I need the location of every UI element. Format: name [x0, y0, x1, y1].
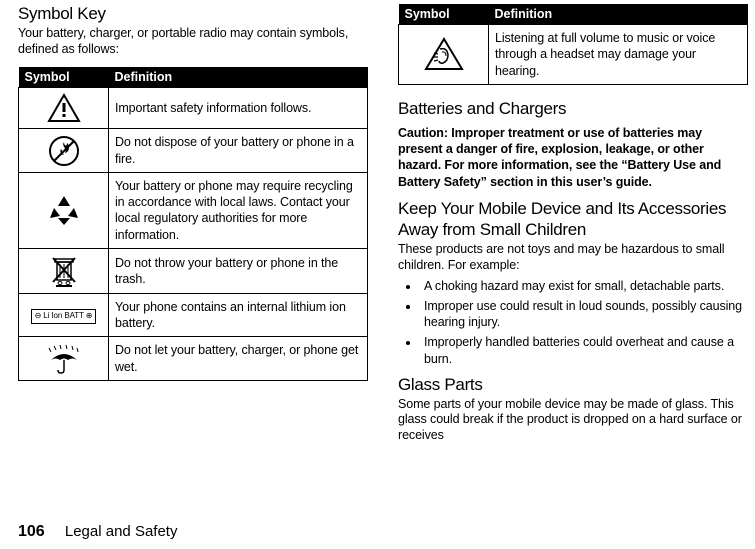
li-ion-batt-icon: ⊖ Li Ion BATT ⊕ — [31, 309, 97, 323]
page: Symbol Key Your battery, charger, or por… — [0, 0, 755, 454]
table-row: ⊖ Li Ion BATT ⊕ Your phone contains an i… — [19, 293, 368, 337]
left-column: Symbol Key Your battery, charger, or por… — [18, 4, 368, 454]
section-name: Legal and Safety — [65, 523, 178, 540]
glass-text: Some parts of your mobile device may be … — [398, 397, 748, 444]
table-row: Important safety information follows. — [19, 88, 368, 129]
symbol-cell — [19, 337, 109, 381]
no-fire-icon — [48, 135, 80, 167]
symbol-cell: ⊖ Li Ion BATT ⊕ — [19, 293, 109, 337]
warning-triangle-icon — [47, 93, 81, 123]
children-bullets: A choking hazard may exist for small, de… — [398, 278, 748, 367]
symbol-table-right: Symbol Definition Listening at full volu… — [398, 4, 748, 85]
col-definition: Definition — [489, 4, 748, 25]
umbrella-wet-icon — [47, 344, 81, 374]
definition-cell: Important safety information follows. — [109, 88, 368, 129]
symbol-cell — [19, 88, 109, 129]
table-row: Listening at full volume to music or voi… — [399, 25, 748, 85]
table-row: Your battery or phone may require recycl… — [19, 172, 368, 248]
ear-warning-icon — [424, 37, 464, 71]
table-row: Do not let your battery, charger, or pho… — [19, 337, 368, 381]
intro-text: Your battery, charger, or portable radio… — [18, 26, 368, 57]
definition-cell: Do not dispose of your battery or phone … — [109, 129, 368, 173]
children-intro: These products are not toys and may be h… — [398, 242, 748, 273]
page-footer: 106 Legal and Safety — [18, 523, 177, 541]
symbol-table-left: Symbol Definition Important safety infor… — [18, 67, 368, 381]
symbol-cell — [19, 129, 109, 173]
symbol-cell — [19, 248, 109, 293]
definition-cell: Do not let your battery, charger, or pho… — [109, 337, 368, 381]
list-item: Improper use could result in loud sounds… — [420, 298, 748, 331]
definition-cell: Listening at full volume to music or voi… — [489, 25, 748, 85]
table-header-row: Symbol Definition — [19, 67, 368, 88]
symbol-cell — [399, 25, 489, 85]
definition-cell: Your battery or phone may require recycl… — [109, 172, 368, 248]
recycle-icon — [47, 193, 81, 227]
table-row: Do not throw your battery or phone in th… — [19, 248, 368, 293]
heading-batteries: Batteries and Chargers — [398, 99, 748, 119]
page-number: 106 — [18, 523, 45, 540]
definition-cell: Your phone contains an internal lithium … — [109, 293, 368, 337]
table-header-row: Symbol Definition — [399, 4, 748, 25]
col-symbol: Symbol — [399, 4, 489, 25]
definition-cell: Do not throw your battery or phone in th… — [109, 248, 368, 293]
caution-text: Caution: Improper treatment or use of ba… — [398, 125, 748, 190]
symbol-cell — [19, 172, 109, 248]
col-definition: Definition — [109, 67, 368, 88]
list-item: Improperly handled batteries could overh… — [420, 334, 748, 367]
table-row: Do not dispose of your battery or phone … — [19, 129, 368, 173]
col-symbol: Symbol — [19, 67, 109, 88]
right-column: Symbol Definition Listening at full volu… — [398, 4, 748, 454]
heading-symbol-key: Symbol Key — [18, 4, 368, 24]
heading-children: Keep Your Mobile Device and Its Accessor… — [398, 198, 748, 241]
list-item: A choking hazard may exist for small, de… — [420, 278, 748, 294]
no-trash-icon — [49, 254, 79, 288]
heading-glass: Glass Parts — [398, 375, 748, 395]
